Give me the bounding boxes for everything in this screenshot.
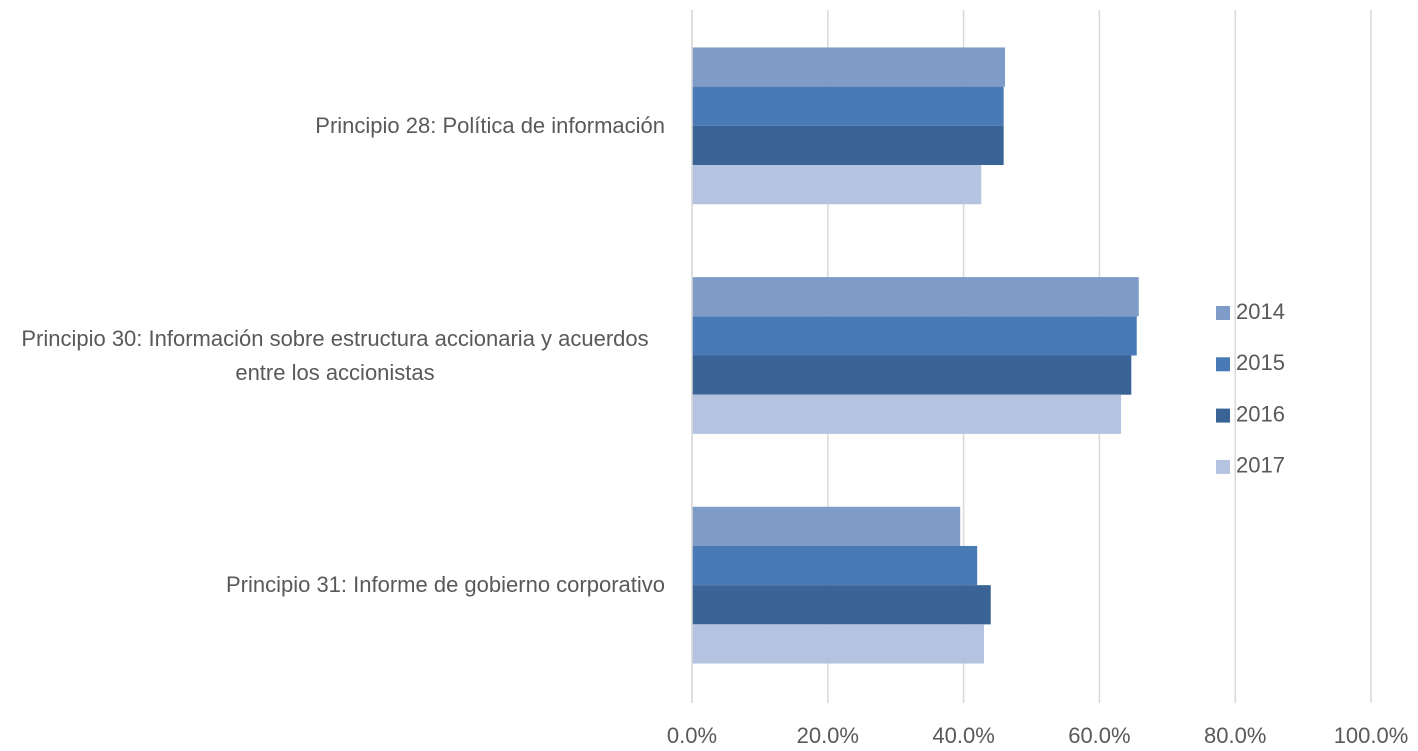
x-tick-label: 0.0% xyxy=(667,723,717,748)
legend-swatch xyxy=(1216,408,1230,423)
x-tick-label: 60.0% xyxy=(1068,723,1130,748)
legend-swatch xyxy=(1216,306,1230,320)
bar xyxy=(692,394,1122,434)
bar xyxy=(692,355,1132,395)
legend-label: 2016 xyxy=(1236,401,1285,426)
bar xyxy=(692,165,982,205)
bar xyxy=(692,585,991,625)
x-tick-label: 80.0% xyxy=(1204,723,1266,748)
x-tick-label: 100.0% xyxy=(1334,723,1409,748)
bar xyxy=(692,545,978,586)
x-tick-label: 20.0% xyxy=(797,723,859,748)
bar xyxy=(692,47,1006,87)
legend-swatch xyxy=(1216,357,1230,372)
legend-label: 2014 xyxy=(1236,299,1285,324)
bar xyxy=(692,316,1137,356)
bar xyxy=(692,624,984,664)
y-tick-label: Principio 31: Informe de gobierno corpor… xyxy=(225,572,665,598)
x-tick-label: 40.0% xyxy=(932,723,994,748)
legend-label: 2015 xyxy=(1236,350,1285,375)
y-tick-label: Principio 30: Información sobre estructu… xyxy=(21,325,649,385)
legend-swatch xyxy=(1216,459,1230,474)
bar xyxy=(692,125,1004,166)
bar xyxy=(692,86,1004,126)
bar xyxy=(692,506,961,546)
legend-label: 2017 xyxy=(1236,453,1285,478)
y-tick-label: Principio 28: Política de información xyxy=(315,112,665,138)
bar xyxy=(692,277,1139,317)
